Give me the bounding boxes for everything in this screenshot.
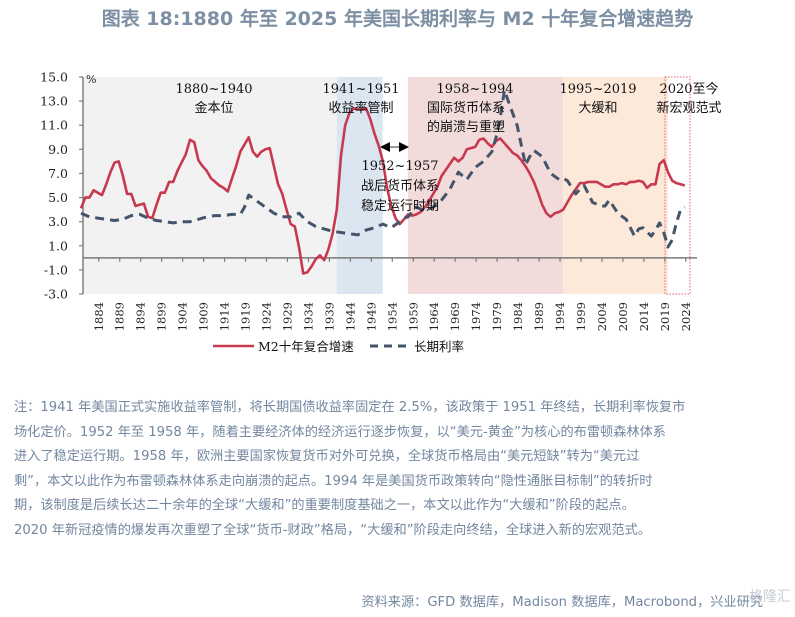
y-tick-label: 5.0 [48, 190, 68, 205]
period-label: 新宏观范式 [656, 100, 721, 116]
x-tick-label: 1889 [113, 302, 127, 331]
arrow-right-icon [399, 142, 409, 152]
x-tick-label: 1959 [406, 302, 420, 331]
x-tick-label: 1929 [280, 302, 294, 331]
x-tick-label: 1919 [239, 302, 253, 331]
period-label: 稳定运行时期 [361, 198, 439, 214]
note-line: 剩”，本文以此作为布雷顿森林体系走向崩溃的起点。1994 年是美国货币政策转向“… [14, 473, 653, 489]
x-tick-label: 2024 [679, 302, 693, 331]
x-tick-label: 1999 [574, 302, 588, 331]
note-line: 期，该制度是后续长达二十余年的全球“大缓和”的重要制度基础之一，本文以此作为“大… [14, 498, 635, 513]
period-label: 1995~2019 [559, 82, 636, 97]
x-tick-label: 1939 [322, 302, 336, 331]
period-label: 金本位 [194, 100, 233, 116]
period-label: 1941~1951 [322, 82, 399, 97]
x-tick-label: 1994 [553, 302, 567, 331]
x-tick-label: 1964 [427, 302, 441, 331]
x-tick-label: 1969 [448, 302, 462, 331]
y-tick-label: 7.0 [48, 166, 68, 181]
watermark-logo: 格隆汇 [749, 586, 791, 606]
y-tick-label: 13.0 [40, 94, 68, 109]
x-tick-label: 2019 [658, 302, 672, 331]
x-tick-label: 1899 [155, 302, 169, 331]
x-tick-label: 1894 [134, 302, 148, 331]
y-tick-label: -1.0 [44, 262, 68, 277]
x-tick-label: 1984 [511, 302, 525, 331]
period-label: 2020至今 [659, 81, 718, 97]
y-tick-label: 15.0 [40, 70, 68, 85]
x-tick-label: 1909 [197, 302, 211, 331]
period-label: 战后货币体系 [361, 178, 439, 194]
x-tick-label: 2004 [595, 302, 609, 331]
line-chart: 15.0 13.0 11.0 9.0 7.0 5.0 3.0 1.0 -1.0 -3.0% 1884… [40, 70, 721, 355]
y-tick-label: -3.0 [44, 287, 68, 302]
x-tick-label: 1949 [364, 302, 378, 331]
arrow-left-icon [380, 142, 390, 152]
period-label: 国际货币体系 [427, 100, 505, 116]
note-line: 2020 年新冠疫情的爆发再次重塑了全球“货币-财政”格局，“大缓和”阶段走向终… [14, 522, 651, 538]
chart-title: 图表 18:1880 年至 2025 年美国长期利率与 M2 十年复合增速趋势 [101, 8, 694, 30]
period-label: 的崩溃与重塑 [427, 119, 505, 135]
period-labels: 1880~1940 金本位 1941~1951 收益率管制 1952~1957 战后货币体… [175, 81, 721, 214]
x-tick-label: 1924 [259, 302, 273, 331]
note-line: 注：1941 年美国正式实施收益率管制，将长期国债收益率固定在 2.5%，该政策… [14, 400, 686, 415]
x-tick-label: 1954 [385, 302, 399, 331]
x-tick-label: 1904 [176, 302, 190, 331]
period-label: 1952~1957 [361, 159, 438, 174]
x-tick-label: 1989 [532, 302, 546, 331]
note-line: 场化定价。1952 年至 1958 年，随着主要经济体的经济运行逐步恢复，以“美… [14, 424, 666, 440]
x-tick-label: 1979 [490, 302, 504, 331]
y-tick-label: 11.0 [40, 118, 68, 133]
data-source: 资料来源：GFD 数据库，Madison 数据库，Macrobond，兴业研究 [361, 595, 763, 610]
legend: M2十年复合增速 长期利率 [213, 339, 464, 354]
legend-label-m2: M2十年复合增速 [258, 339, 354, 354]
chart-note: 注：1941 年美国正式实施收益率管制，将长期国债收益率固定在 2.5%，该政策… [14, 396, 784, 543]
axes: 15.0 13.0 11.0 9.0 7.0 5.0 3.0 1.0 -1.0 -3.0% 1884… [40, 70, 697, 331]
x-tick-label: 1974 [469, 302, 483, 331]
x-tick-label: 2014 [637, 302, 651, 331]
watermark-text: 格隆汇 [749, 589, 791, 605]
series-line-m2 [79, 107, 686, 275]
period-label: 1880~1940 [175, 82, 252, 97]
x-tick-label: 1944 [343, 302, 357, 331]
y-unit-label: % [86, 73, 96, 86]
period-label: 1958~1994 [436, 82, 513, 97]
series-lines [79, 88, 686, 275]
y-tick-label: 1.0 [48, 238, 68, 253]
period-label: 收益率管制 [328, 100, 393, 116]
x-tick-label: 1934 [301, 302, 315, 331]
x-tick-label: 2009 [616, 302, 630, 331]
y-tick-label: 3.0 [48, 214, 68, 229]
x-tick-label: 1914 [218, 302, 232, 331]
y-tick-label: 9.0 [48, 142, 68, 157]
period-label: 大缓和 [578, 101, 617, 116]
note-line: 进入了稳定运行期。1958 年，欧洲主要国家恢复货币对外可兑换，全球货币格局由“… [14, 449, 640, 464]
legend-label-long-rate: 长期利率 [414, 339, 464, 354]
period-band [664, 76, 691, 295]
series-line-long-rate [80, 88, 686, 249]
x-tick-label: 1884 [92, 302, 106, 331]
